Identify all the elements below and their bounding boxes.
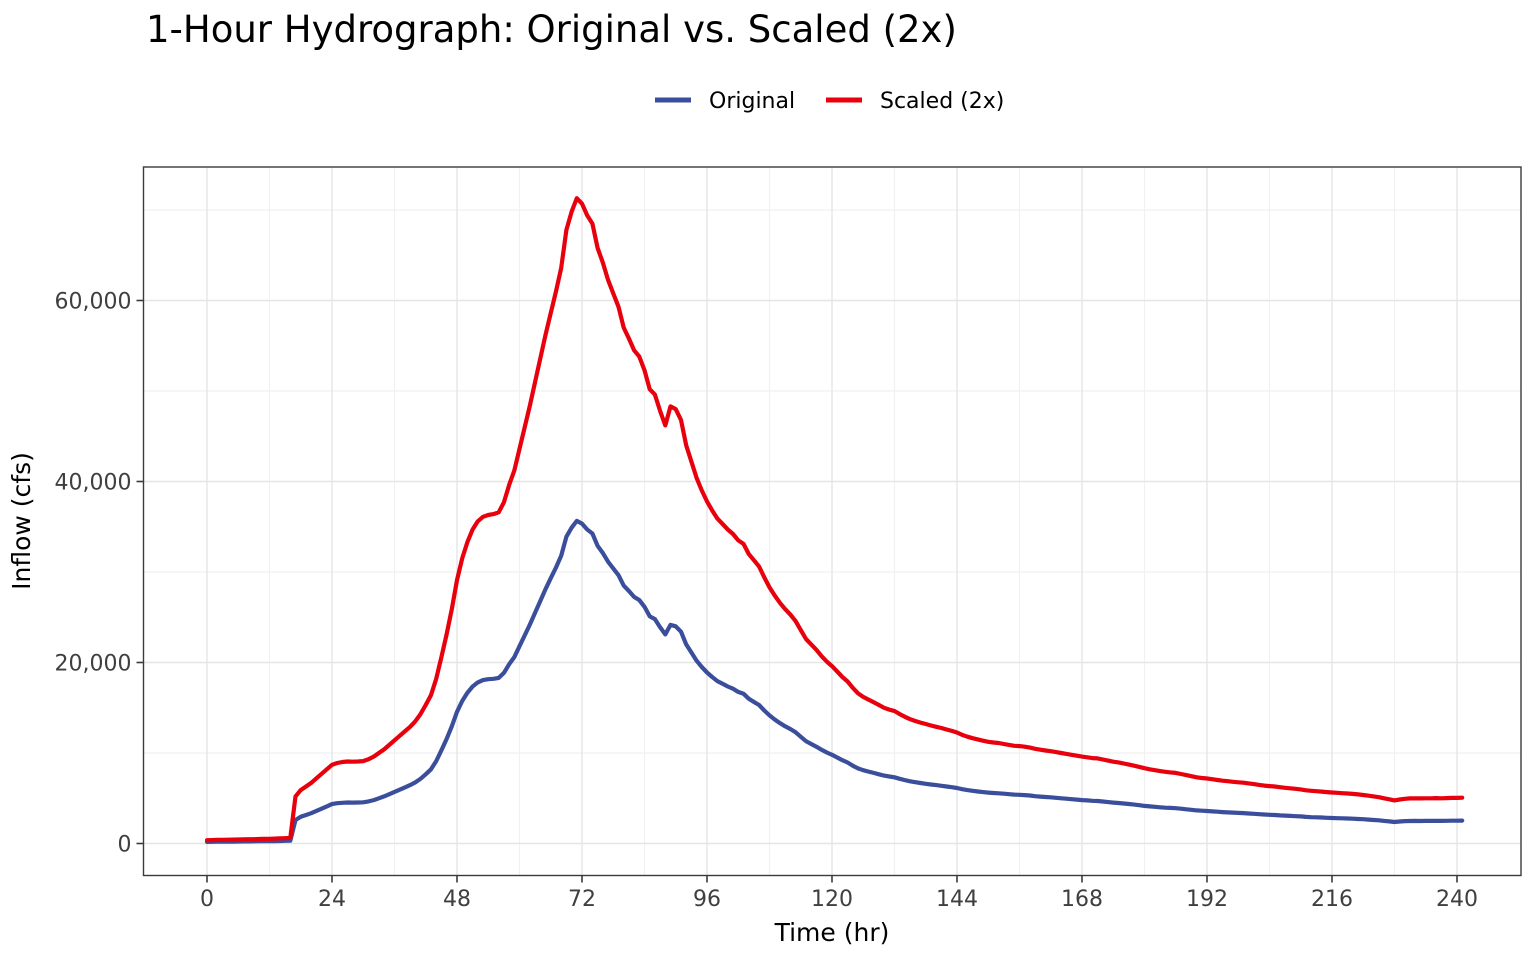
legend-label-original: Original bbox=[709, 89, 795, 114]
x-tick-label: 0 bbox=[200, 887, 214, 912]
x-tick-label: 72 bbox=[568, 887, 596, 912]
x-tick-label: 120 bbox=[811, 887, 853, 912]
x-axis-label: Time (hr) bbox=[774, 918, 890, 947]
data-series bbox=[204, 196, 1465, 845]
x-tick-label: 192 bbox=[1186, 887, 1228, 912]
legend-label-scaled: Scaled (2x) bbox=[880, 89, 1004, 114]
axis-tick-labels: 0 24 48 72 96 120 144 168 192 216 240 0 20,000 40,000… bbox=[55, 290, 1478, 913]
x-tick-label: 96 bbox=[693, 887, 721, 912]
legend: Original Scaled (2x) bbox=[655, 89, 1004, 114]
chart-title: 1-Hour Hydrograph: Original vs. Scaled (… bbox=[146, 8, 957, 51]
x-tick-label: 144 bbox=[936, 887, 978, 912]
y-tick-label: 20,000 bbox=[55, 652, 132, 677]
x-tick-label: 216 bbox=[1311, 887, 1353, 912]
axis-ticks bbox=[136, 299, 1458, 883]
y-tick-label: 40,000 bbox=[55, 471, 132, 496]
x-tick-label: 24 bbox=[318, 887, 346, 912]
y-tick-label: 0 bbox=[118, 833, 132, 858]
y-tick-label: 60,000 bbox=[55, 290, 132, 315]
major-gridlines bbox=[143, 167, 1521, 876]
series-line-original bbox=[204, 518, 1465, 845]
x-tick-label: 240 bbox=[1436, 887, 1478, 912]
y-axis-label: Inflow (cfs) bbox=[7, 452, 36, 590]
x-tick-label: 48 bbox=[443, 887, 471, 912]
x-tick-label: 168 bbox=[1061, 887, 1103, 912]
series-line-scaled bbox=[204, 196, 1465, 843]
